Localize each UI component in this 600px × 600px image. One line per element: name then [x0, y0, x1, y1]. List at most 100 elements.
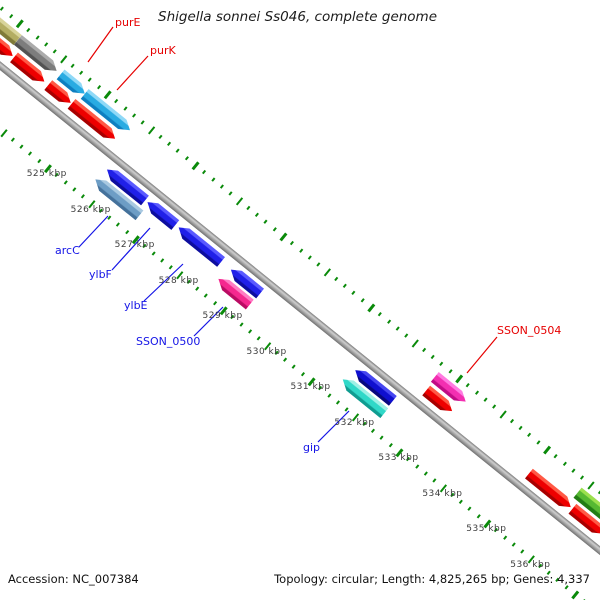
ruler-minor-tick: [202, 170, 207, 175]
ruler-minor-tick: [518, 425, 523, 431]
ruler-minor-tick: [562, 461, 567, 466]
ruler-minor-tick: [335, 400, 340, 405]
ruler-minor-tick: [395, 326, 400, 331]
ruler-position-label: 530 kbp: [246, 346, 287, 357]
ruler-minor-tick: [87, 77, 93, 83]
ruler-major-tick: [587, 480, 595, 490]
ruler-minor-tick: [72, 187, 77, 192]
ruler-minor-tick: [19, 144, 24, 149]
feature-label-SSON_0500[interactable]: SSON_0500: [136, 335, 201, 348]
ruler-minor-tick: [219, 184, 224, 189]
ruler-minor-tick: [360, 297, 365, 303]
ruler-minor-tick: [465, 383, 470, 388]
feature-label-purK[interactable]: purK: [150, 44, 176, 57]
ruler-major-tick: [0, 128, 8, 137]
ruler-major-tick: [147, 125, 156, 135]
accession-text: Accession: NC_007384: [8, 572, 139, 586]
ruler-minor-tick: [26, 28, 31, 33]
feature-label-arcC[interactable]: arcC: [55, 244, 80, 257]
ruler-minor-tick: [432, 478, 437, 483]
ruler-minor-tick: [212, 300, 217, 306]
map-title: Shigella sonnei Ss046, complete genome: [158, 9, 438, 25]
ruler-major-tick: [323, 267, 332, 277]
ruler-minor-tick: [184, 155, 189, 161]
ruler-minor-tick: [483, 397, 488, 402]
ruler-minor-tick: [527, 432, 532, 438]
ruler-minor-tick: [458, 499, 463, 505]
ruler-minor-tick: [334, 276, 339, 282]
ruler-major-tick: [411, 338, 420, 348]
ruler-minor-tick: [158, 134, 163, 139]
ruler-minor-tick: [116, 222, 121, 228]
ruler-major-tick: [367, 303, 376, 312]
ruler-minor-tick: [378, 312, 383, 317]
ruler-minor-tick: [344, 407, 349, 412]
ruler-minor-tick: [327, 393, 332, 398]
feature-label-gip[interactable]: gip: [303, 441, 321, 454]
ruler-minor-tick: [52, 49, 57, 54]
ruler-minor-tick: [131, 113, 137, 118]
ruler-minor-tick: [80, 194, 86, 199]
ruler-minor-tick: [414, 464, 420, 469]
ruler-minor-tick: [580, 475, 585, 480]
ruler-position-label: 529 kbp: [202, 311, 243, 322]
ruler-major-tick: [235, 196, 244, 206]
ruler-position-label: 532 kbp: [334, 417, 375, 428]
ruler-minor-tick: [8, 13, 13, 19]
ruler-minor-tick: [63, 180, 68, 185]
ruler-minor-tick: [256, 336, 261, 341]
ruler-minor-tick: [28, 151, 33, 156]
ruler-minor-tick: [371, 428, 376, 434]
ruler-minor-tick: [79, 70, 84, 75]
ruler-major-tick: [455, 374, 464, 383]
ruler-major-tick: [279, 232, 288, 241]
ruler-minor-tick: [509, 418, 514, 424]
ruler-minor-tick: [239, 322, 244, 327]
ruler-minor-tick: [423, 471, 428, 476]
leader-line-purE: [87, 26, 114, 63]
ruler-position-label: 536 kbp: [510, 559, 551, 570]
ruler-minor-tick: [0, 6, 5, 12]
ruler-minor-tick: [114, 99, 119, 104]
ruler-position-label: 528 kbp: [158, 275, 199, 286]
ruler-minor-tick: [386, 319, 391, 324]
feature-label-ylbF[interactable]: ylbF: [89, 268, 112, 281]
ruler-minor-tick: [254, 212, 260, 218]
ruler-position-label: 525 kbp: [26, 169, 67, 180]
ruler-minor-tick: [316, 262, 321, 267]
ruler-minor-tick: [140, 120, 145, 125]
ruler-minor-tick: [571, 468, 576, 473]
leader-line-SSON_0504: [466, 336, 498, 374]
feature-label-SSON_0504[interactable]: SSON_0504: [497, 324, 562, 337]
ruler-minor-tick: [439, 361, 444, 367]
ruler-minor-tick: [283, 357, 288, 362]
ruler-major-tick: [571, 590, 580, 599]
feature-label-ylbE[interactable]: ylbE: [124, 299, 148, 312]
ruler-major-tick: [499, 409, 508, 419]
ruler-minor-tick: [124, 229, 130, 235]
ruler-minor-tick: [430, 354, 435, 360]
ruler-minor-tick: [246, 205, 251, 210]
ruler-minor-tick: [553, 454, 558, 459]
ruler-major-tick: [191, 161, 200, 170]
ruler-minor-tick: [123, 106, 128, 111]
ruler-major-tick: [60, 54, 68, 64]
ruler-minor-tick: [272, 226, 277, 232]
ruler-position-label: 531 kbp: [290, 382, 331, 393]
ruler-minor-tick: [167, 141, 172, 147]
ruler-minor-tick: [492, 404, 497, 409]
ruler-minor-tick: [247, 329, 253, 334]
leader-line-purK: [116, 55, 149, 91]
ruler-minor-tick: [467, 506, 472, 512]
ruler-position-label: 535 kbp: [466, 524, 507, 535]
ruler-position-label: 526 kbp: [70, 204, 111, 215]
feature-label-purE[interactable]: purE: [115, 16, 141, 29]
ruler-minor-tick: [70, 63, 75, 68]
ruler-position-label: 527 kbp: [114, 240, 155, 251]
ruler-minor-tick: [511, 542, 516, 547]
ruler-minor-tick: [107, 215, 112, 220]
ruler-minor-tick: [151, 251, 156, 256]
ruler-minor-tick: [476, 513, 481, 519]
ruler-minor-tick: [291, 364, 296, 370]
genome-summary-text: Topology: circular; Length: 4,825,265 bp…: [274, 572, 590, 586]
